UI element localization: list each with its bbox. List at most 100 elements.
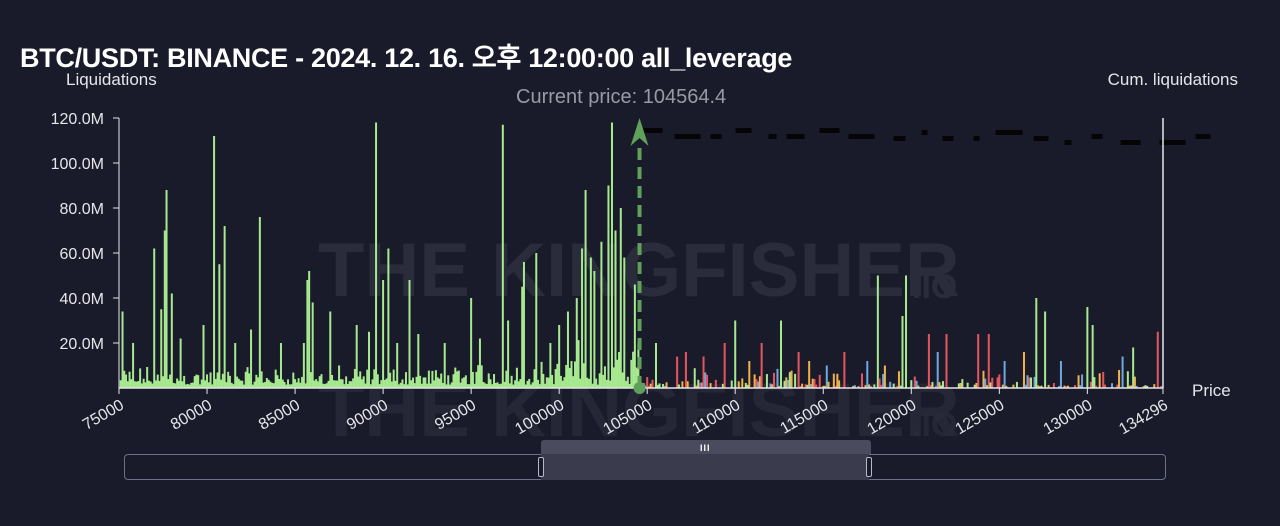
long-liquidation-bar bbox=[304, 383, 307, 388]
long-liquidation-bar bbox=[283, 381, 286, 388]
short-liquidation-bar bbox=[1044, 311, 1047, 388]
chart-title: BTC/USDT: BINANCE - 2024. 12. 16. 오후 12:… bbox=[20, 43, 793, 73]
long-liquidation-bar bbox=[415, 376, 418, 388]
long-liquidation-bar bbox=[343, 384, 346, 388]
short-liquidation-bar bbox=[1132, 347, 1135, 388]
long-liquidation-bar bbox=[514, 380, 517, 388]
long-liquidation-bar bbox=[313, 380, 316, 388]
short-liquidation-bar bbox=[804, 384, 807, 388]
short-liquidation-bar bbox=[986, 385, 989, 388]
short-liquidation-bar bbox=[658, 383, 661, 388]
short-liquidation-bar bbox=[1102, 371, 1105, 388]
short-liquidation-bar bbox=[1079, 385, 1082, 388]
short-liquidation-bar bbox=[936, 352, 939, 388]
long-liquidation-bar bbox=[160, 309, 163, 388]
long-liquidation-bar bbox=[579, 378, 582, 388]
short-liquidation-bar bbox=[780, 320, 783, 388]
short-liquidation-bar bbox=[655, 343, 658, 388]
cumulative-line-segment bbox=[735, 128, 752, 133]
grip-icon: III bbox=[700, 443, 711, 453]
short-liquidation-bar bbox=[1098, 373, 1101, 388]
short-liquidation-bar bbox=[1126, 371, 1129, 388]
long-liquidation-bar bbox=[294, 379, 297, 388]
long-liquidation-bar bbox=[218, 264, 221, 388]
short-liquidation-bar bbox=[769, 383, 772, 388]
long-liquidation-bar bbox=[630, 359, 633, 388]
long-liquidation-bar bbox=[339, 379, 342, 388]
range-slider-left-handle[interactable] bbox=[538, 457, 544, 477]
range-slider-right-handle[interactable] bbox=[866, 457, 872, 477]
long-liquidation-bar bbox=[272, 383, 275, 388]
long-liquidation-bar bbox=[623, 257, 626, 388]
short-liquidation-bar bbox=[1142, 386, 1145, 388]
long-liquidation-bar bbox=[475, 371, 478, 388]
long-liquidation-bar bbox=[581, 248, 584, 388]
cumulative-line-segment bbox=[819, 128, 840, 133]
short-liquidation-bar bbox=[1089, 381, 1092, 388]
short-liquidation-bar bbox=[977, 334, 980, 388]
y-axis-left-title: Liquidations bbox=[66, 70, 157, 89]
short-liquidation-bar bbox=[1133, 376, 1136, 388]
short-liquidation-bar bbox=[1135, 385, 1138, 388]
cumulative-line-segment bbox=[973, 136, 980, 141]
long-liquidation-bar bbox=[163, 230, 166, 388]
short-liquidation-bar bbox=[869, 386, 872, 388]
current-price-dot bbox=[633, 382, 646, 394]
long-liquidation-bar bbox=[600, 241, 603, 388]
long-liquidation-bar bbox=[556, 363, 559, 388]
long-liquidation-bar bbox=[183, 375, 186, 388]
long-liquidation-bar bbox=[406, 384, 409, 388]
long-liquidation-bar bbox=[563, 377, 566, 388]
long-liquidation-bar bbox=[246, 367, 249, 388]
long-liquidation-bar bbox=[139, 368, 142, 388]
long-liquidation-bar bbox=[287, 379, 290, 388]
short-liquidation-bar bbox=[1059, 361, 1062, 388]
short-liquidation-bar bbox=[644, 385, 647, 388]
short-liquidation-bar bbox=[723, 343, 726, 388]
short-liquidation-bar bbox=[866, 361, 869, 388]
short-liquidation-bar bbox=[852, 385, 855, 388]
long-liquidation-bar bbox=[440, 373, 443, 388]
long-liquidation-bar bbox=[584, 190, 587, 388]
cumulative-line-segment bbox=[643, 128, 663, 133]
short-liquidation-bar bbox=[834, 385, 837, 388]
long-liquidation-bar bbox=[464, 375, 467, 388]
long-liquidation-bar bbox=[586, 377, 589, 388]
long-liquidation-bar bbox=[505, 370, 508, 388]
short-liquidation-bar bbox=[998, 374, 1001, 388]
long-liquidation-bar bbox=[306, 280, 309, 388]
range-slider-window[interactable] bbox=[541, 454, 869, 480]
long-liquidation-bar bbox=[156, 374, 159, 388]
long-liquidation-bar bbox=[447, 375, 450, 388]
range-slider-grip[interactable] bbox=[541, 440, 871, 454]
cumulative-line-segment bbox=[893, 136, 906, 141]
long-liquidation-bar bbox=[366, 369, 369, 388]
long-liquidation-bar bbox=[151, 383, 154, 388]
x-tick-label: 80000 bbox=[168, 397, 215, 434]
long-liquidation-bar bbox=[412, 377, 415, 388]
cumulative-line-segment bbox=[1064, 140, 1072, 145]
long-liquidation-bar bbox=[146, 366, 149, 388]
short-liquidation-bar bbox=[1144, 385, 1147, 388]
x-tick-label: 85000 bbox=[256, 397, 303, 434]
long-liquidation-bar bbox=[461, 378, 464, 388]
watermark: THE KINGFISHER .IO THE KINGFISHER .IO bbox=[318, 228, 960, 453]
long-liquidation-bar bbox=[209, 372, 212, 388]
short-liquidation-bar bbox=[714, 379, 717, 388]
short-liquidation-bar bbox=[873, 384, 876, 388]
long-liquidation-bar bbox=[297, 378, 300, 388]
long-liquidation-bar bbox=[589, 257, 592, 388]
long-liquidation-bar bbox=[517, 381, 520, 388]
cumulative-line-segment bbox=[674, 134, 701, 139]
long-liquidation-bar bbox=[528, 378, 531, 388]
long-liquidation-bar bbox=[244, 371, 247, 388]
short-liquidation-bar bbox=[647, 385, 650, 388]
y-axis-right-title: Cum. liquidations bbox=[1107, 70, 1238, 89]
y-tick-label: 40.0M bbox=[60, 291, 104, 308]
long-liquidation-bar bbox=[371, 379, 374, 388]
long-liquidation-bar bbox=[450, 382, 453, 388]
short-liquidation-bar bbox=[785, 377, 788, 388]
long-liquidation-bar bbox=[346, 383, 349, 388]
long-liquidation-bar bbox=[422, 377, 425, 388]
long-liquidation-bar bbox=[290, 384, 293, 388]
